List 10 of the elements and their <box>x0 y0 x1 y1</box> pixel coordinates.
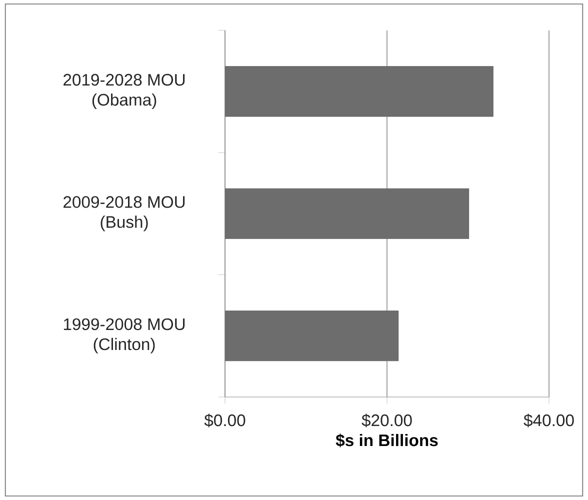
x-tick-label: $20.00 <box>362 414 412 428</box>
y-tick-label: 2019-2028 MOU (Obama) <box>64 74 185 109</box>
x-tick-label: $0.00 <box>204 414 246 428</box>
x-axis-title: $s in Billions <box>336 434 438 448</box>
y-tick-label: 2009-2018 MOU (Bush) <box>64 196 185 232</box>
y-tick-label: 1999-2008 MOU (Clinton) <box>64 318 185 354</box>
x-tick-label: $40.00 <box>524 414 574 428</box>
bar <box>225 66 494 117</box>
bar <box>225 310 399 362</box>
bar <box>225 188 470 239</box>
